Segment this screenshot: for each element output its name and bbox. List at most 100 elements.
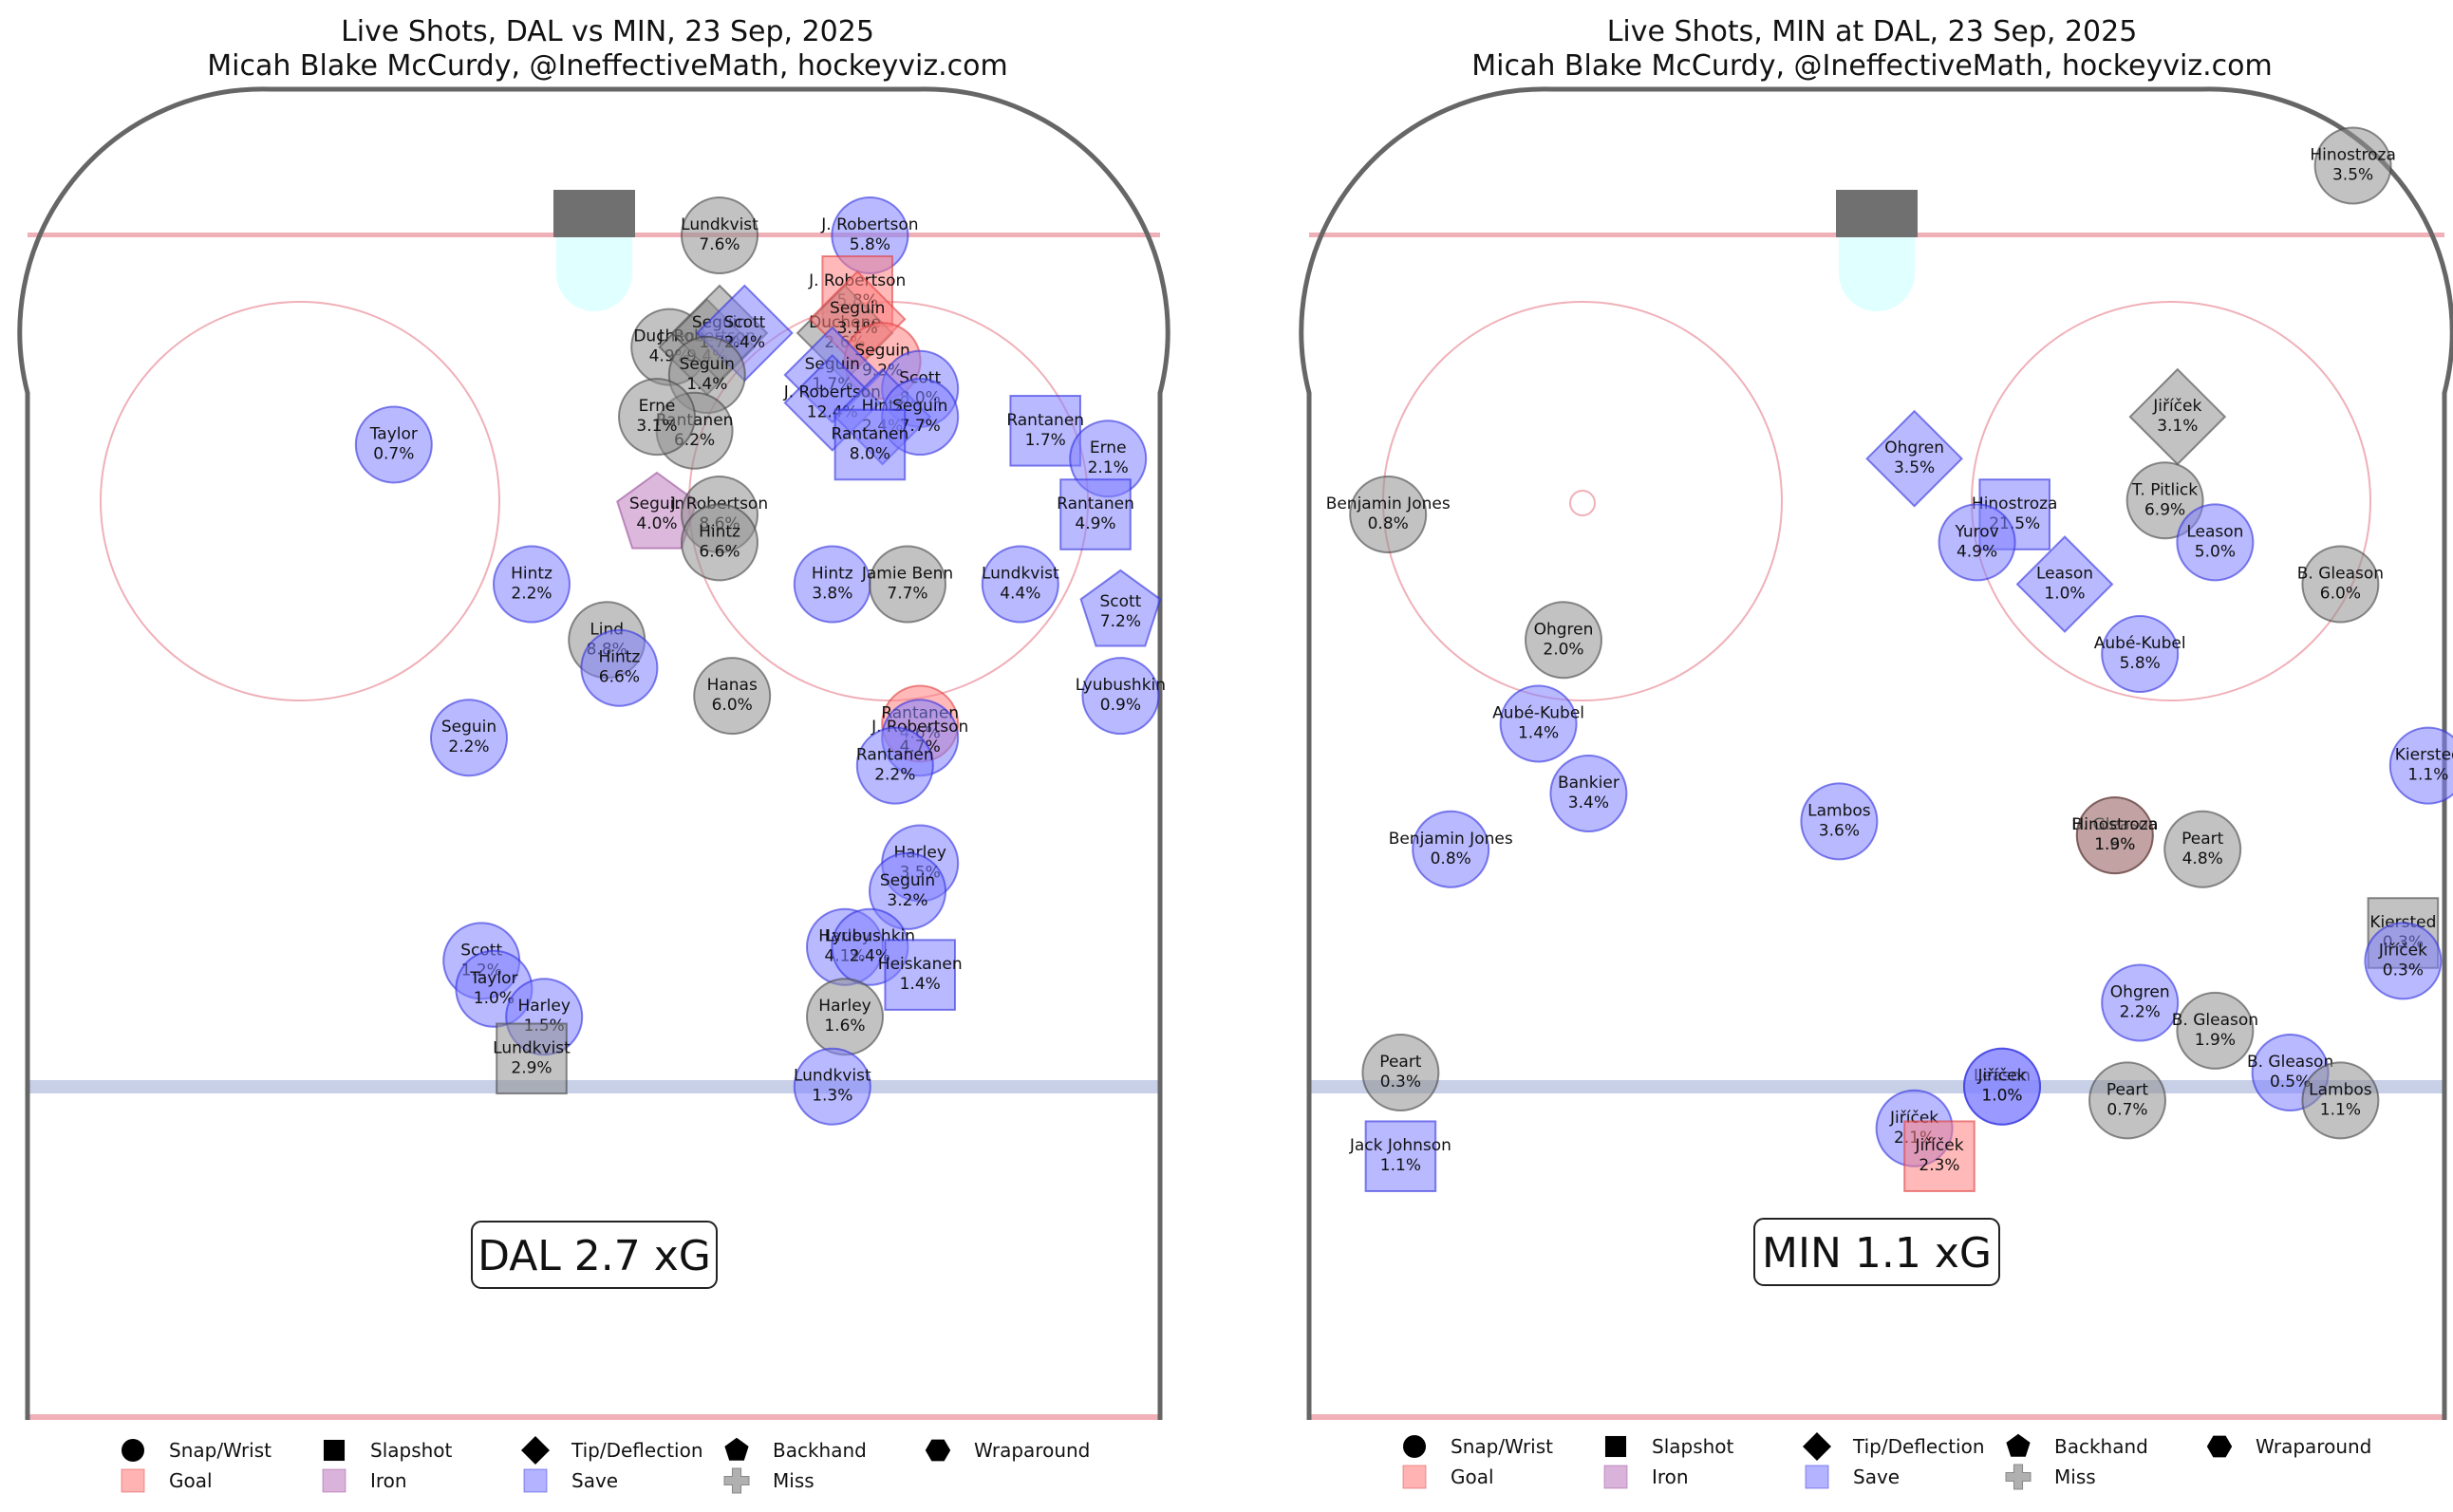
- shot-player-label: Seguin: [680, 355, 735, 374]
- legend-result-label: Save: [1853, 1465, 1900, 1488]
- shot-player-label: Peart: [2107, 1080, 2149, 1099]
- shot-player-label: Taylor: [369, 425, 418, 444]
- shot-shape: [1079, 569, 1162, 647]
- shot-shape: [2364, 922, 2443, 1000]
- legend-result-label: Miss: [2054, 1465, 2096, 1488]
- shot-xg-label: 2.3%: [1919, 1156, 1959, 1175]
- shot-shape: [981, 545, 1059, 624]
- shot-xg-label: 1.0%: [2044, 585, 2085, 604]
- shot-xg-label: 2.2%: [511, 585, 552, 604]
- shot-xg-label: 4.4%: [1000, 585, 1040, 604]
- shot-xg-label: 1.4%: [1518, 724, 1559, 743]
- shot-xg-label: 1.9%: [2195, 1031, 2236, 1050]
- shot-xg-label: 6.0%: [2320, 585, 2361, 604]
- shot-shape: [2075, 796, 2154, 875]
- shot-player-label: Hinostroza: [2072, 815, 2159, 834]
- legend-type-marker: [2206, 1435, 2233, 1458]
- shot-shape: [2015, 535, 2114, 633]
- shot-player-label: Leason: [2186, 522, 2243, 541]
- panel-title-line-1: Live Shots, MIN at DAL, 23 Sep, 2025: [1607, 15, 2138, 48]
- shot-xg-label: 2.9%: [511, 1058, 552, 1077]
- legend-result-marker: [1805, 1465, 1829, 1489]
- shot-xg-label: 5.8%: [2120, 654, 2161, 673]
- center-line: [28, 1414, 1160, 1420]
- shot-xg-label: 0.8%: [1431, 849, 1471, 868]
- shot-player-label: Hintz: [812, 565, 853, 584]
- shot-xg-label: 0.9%: [1100, 696, 1141, 715]
- legend-result-marker: [1402, 1465, 1427, 1489]
- shot-player-label: Seguin: [629, 495, 684, 513]
- shot-player-label: Jamie Benn: [861, 565, 953, 584]
- shot-shape: [2176, 991, 2255, 1070]
- shot-player-label: Peart: [1379, 1053, 1422, 1072]
- shot-player-label: T. Pitlick: [2131, 480, 2198, 499]
- shot-shape: [855, 726, 934, 805]
- shot-player-label: Ohgren: [2110, 983, 2170, 1002]
- faceoff-circle: [1971, 301, 2371, 701]
- legend-type-label: Slapshot: [370, 1439, 453, 1462]
- legend-result-marker: [1603, 1465, 1628, 1489]
- shot-xg-label: 6.6%: [699, 542, 740, 561]
- legend-type-label: Tip/Deflection: [1852, 1435, 1985, 1458]
- shot-player-label: Heiskanen: [878, 955, 963, 974]
- shot-xg-label: 1.6%: [824, 1017, 865, 1036]
- legend-type-label: Tip/Deflection: [571, 1439, 703, 1462]
- panel-title-line-2: Micah Blake McCurdy, @IneffectiveMath, h…: [207, 49, 1007, 83]
- shot-player-label: Erne: [639, 397, 676, 416]
- blue-line: [28, 1080, 1160, 1093]
- shot-player-label: Seguin: [854, 341, 909, 360]
- shot-shape: [681, 196, 758, 274]
- shot-shape: [2176, 503, 2255, 582]
- shot-xg-label: 1.1%: [1380, 1156, 1421, 1175]
- shot-player-label: Lundkvist: [794, 1067, 871, 1086]
- shot-xg-label: 1.4%: [686, 375, 727, 394]
- shot-player-label: Bankier: [1558, 774, 1620, 793]
- legend-result-label: Save: [571, 1469, 618, 1492]
- legend-result-label: Goal: [169, 1469, 213, 1492]
- shot-shape: [1525, 601, 1602, 680]
- rink: [17, 86, 1170, 1420]
- shot-xg-label: 3.5%: [1894, 458, 1935, 477]
- shot-player-label: Rantanen: [1006, 411, 1084, 430]
- shot-xg-label: 3.1%: [2157, 417, 2198, 436]
- shot-xg-label: 4.9%: [1957, 542, 1997, 561]
- shot-shape: [430, 699, 508, 777]
- legend-type-label: Snap/Wrist: [169, 1439, 272, 1462]
- shot-xg-label: 2.4%: [850, 947, 890, 966]
- shot-xg-label: 0.8%: [1368, 514, 1409, 533]
- legend-result-label: Goal: [1451, 1465, 1494, 1488]
- panel-dal: Live Shots, DAL vs MIN, 23 Sep, 2025 Mic…: [17, 15, 1170, 1420]
- legend-result-marker: [322, 1468, 346, 1493]
- shot-player-label: Hinostroza: [2310, 146, 2396, 165]
- shot-shape: [833, 408, 907, 481]
- shot-shape: [1009, 395, 1082, 467]
- shot-shape: [2101, 963, 2180, 1042]
- shot-player-label: Lundkvist: [681, 215, 758, 234]
- legend-result-marker: [523, 1468, 548, 1493]
- shot-player-label: Ohgren: [1884, 439, 1944, 457]
- shot-shape: [1361, 1034, 1440, 1111]
- shot-player-label: Lundkvist: [982, 565, 1059, 584]
